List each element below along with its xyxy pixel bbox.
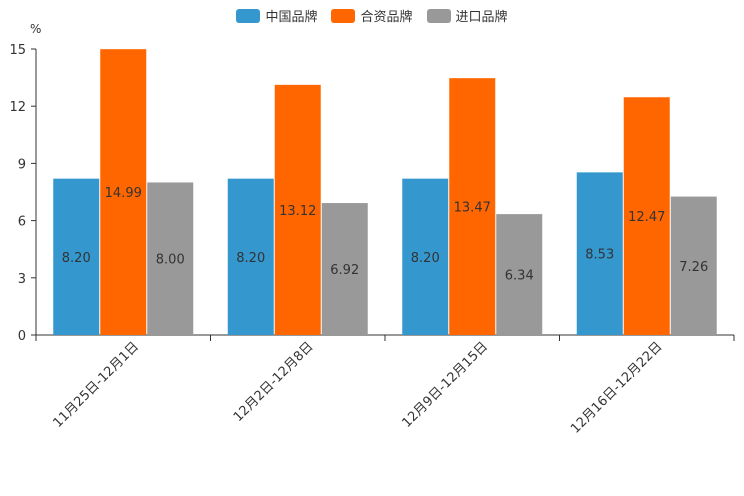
y-tick-label: 15 (9, 43, 26, 58)
data-label: 14.99 (105, 186, 142, 201)
bar[interactable] (449, 78, 496, 335)
legend-swatch-china (236, 8, 261, 23)
bar[interactable] (100, 49, 147, 335)
x-tick-label: 12月16日-12月22日 (568, 339, 665, 436)
legend: 中国品牌 合资品牌 进口品牌 (0, 6, 744, 25)
data-label: 8.00 (156, 253, 185, 268)
x-tick-label: 12月2日-12月8日 (231, 339, 317, 425)
bar[interactable] (402, 178, 449, 335)
bar[interactable] (274, 84, 321, 335)
x-tick-label: 12月9日-12月15日 (399, 339, 491, 431)
data-label: 8.53 (585, 248, 614, 263)
data-label: 6.34 (505, 269, 534, 284)
data-label: 8.20 (62, 251, 91, 266)
legend-item-china[interactable]: 中国品牌 (236, 6, 317, 25)
y-tick-label: 12 (9, 100, 26, 115)
data-label: 12.47 (628, 210, 665, 225)
data-label: 7.26 (679, 260, 708, 275)
data-label: 13.12 (279, 204, 316, 219)
bar[interactable] (623, 97, 670, 335)
y-tick-label: 9 (18, 157, 26, 172)
legend-swatch-jv (331, 8, 356, 23)
legend-swatch-import (426, 8, 451, 23)
bar[interactable] (53, 178, 100, 335)
x-tick-label: 11月25日-12月1日 (50, 339, 142, 431)
y-axis-unit: % (30, 22, 42, 36)
y-tick-label: 6 (18, 215, 26, 230)
legend-label-china: 中国品牌 (265, 10, 318, 25)
bar[interactable] (576, 172, 623, 335)
y-tick-label: 3 (18, 272, 26, 287)
data-label: 6.92 (330, 263, 359, 278)
legend-item-import[interactable]: 进口品牌 (426, 6, 508, 25)
legend-label-jv: 合资品牌 (360, 10, 413, 25)
y-tick-label: 0 (18, 329, 26, 344)
bar[interactable] (147, 182, 194, 335)
data-label: 13.47 (454, 201, 491, 216)
data-label: 8.20 (236, 251, 265, 266)
legend-label-import: 进口品牌 (455, 10, 508, 25)
bar[interactable] (670, 196, 717, 335)
bar[interactable] (227, 178, 274, 335)
legend-item-jv[interactable]: 合资品牌 (331, 6, 413, 25)
bar[interactable] (321, 203, 368, 335)
data-label: 8.20 (411, 251, 440, 266)
bar[interactable] (496, 214, 543, 335)
